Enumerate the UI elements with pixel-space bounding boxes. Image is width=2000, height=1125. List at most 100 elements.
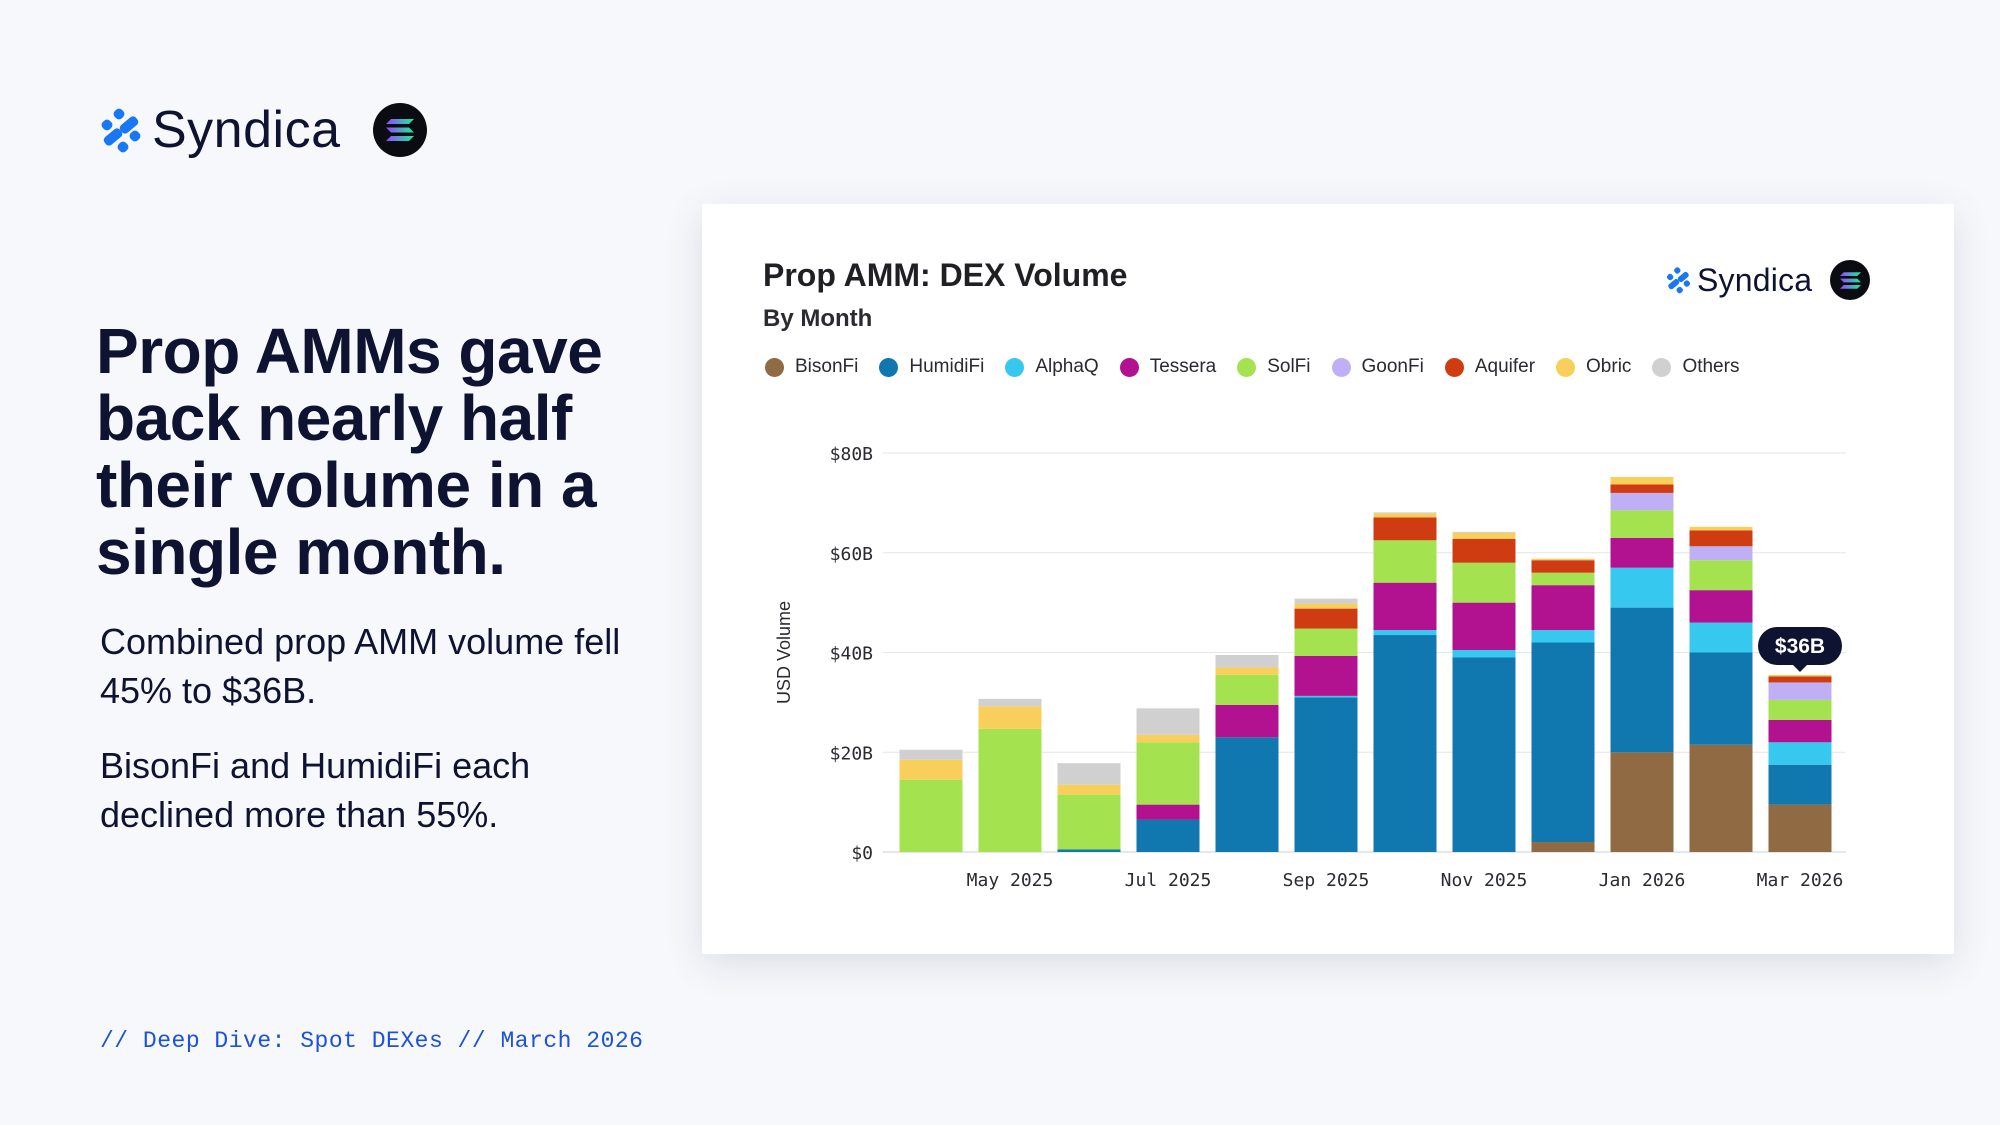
bar-segment-solfi-mar-2026	[1768, 699, 1832, 720]
bar-segment-alphaq-jan-2026	[1610, 567, 1674, 608]
bar-segment-obric-apr-2025	[899, 759, 963, 780]
x-tick-label: Mar 2026	[1757, 870, 1844, 891]
bar-segment-obric-dec-2025	[1531, 558, 1595, 561]
bar-segment-solfi-apr-2025	[899, 779, 963, 852]
y-axis-label: USD Volume	[774, 601, 794, 704]
bar-segment-aquifer-oct-2025	[1373, 517, 1437, 541]
bar-segment-obric-may-2025	[978, 706, 1042, 729]
summary-paragraph-1: Combined prop AMM volume fell 45% to $36…	[100, 621, 621, 711]
legend-label: HumidiFi	[909, 356, 985, 377]
bar-segment-humidifi-mar-2026	[1768, 764, 1832, 805]
bar-segment-obric-jun-2025	[1057, 784, 1121, 795]
bar-segment-alphaq-oct-2025	[1373, 630, 1437, 636]
legend-swatch	[1652, 357, 1672, 377]
legend-swatch	[1444, 357, 1464, 377]
bar-segment-tessera-feb-2026	[1689, 590, 1753, 623]
bar-segment-bisonfi-dec-2025	[1531, 842, 1595, 852]
summary-paragraph-2: BisonFi and HumidiFi each declined more …	[100, 745, 531, 835]
bar-segment-others-jun-2025	[1057, 763, 1121, 785]
y-tick-label: $80B	[830, 444, 873, 465]
bar-segment-solfi-oct-2025	[1373, 540, 1437, 583]
legend-item-goonfi[interactable]: GoonFi	[1331, 356, 1424, 378]
bar-segment-solfi-feb-2026	[1689, 560, 1753, 591]
bar-segment-others-nov-2025	[1452, 531, 1516, 533]
headline: Prop AMMs gave back nearly half their vo…	[96, 315, 603, 588]
bar-segment-humidifi-aug-2025	[1215, 737, 1279, 852]
bar-segment-tessera-jan-2026	[1610, 537, 1674, 568]
legend-label: Aquifer	[1474, 356, 1536, 377]
bar-segment-obric-nov-2025	[1452, 532, 1516, 539]
bar-segment-solfi-nov-2025	[1452, 562, 1516, 603]
bar-segment-humidifi-sep-2025	[1294, 697, 1358, 852]
x-tick-label: Sep 2025	[1283, 870, 1370, 891]
bar-segment-solfi-jul-2025	[1136, 742, 1200, 805]
bar-segment-bisonfi-jan-2026	[1610, 752, 1674, 852]
legend-item-bisonfi[interactable]: BisonFi	[765, 356, 858, 378]
legend-swatch	[879, 357, 899, 377]
y-tick-label: $20B	[830, 743, 873, 764]
annotation-callout	[1758, 626, 1842, 665]
x-tick-label: May 2025	[967, 870, 1054, 891]
legend-swatch	[1005, 357, 1025, 377]
bar-segment-bisonfi-feb-2026	[1689, 744, 1753, 852]
card-brand: Syndica	[1666, 260, 1871, 300]
bar-segment-aquifer-sep-2025	[1294, 608, 1358, 629]
chart-card: Prop AMM: DEX Volume By Month Syndica	[702, 204, 1954, 954]
bar-segment-obric-sep-2025	[1294, 603, 1358, 609]
syndica-logo-icon	[1666, 267, 1691, 294]
bar-segment-solfi-dec-2025	[1531, 572, 1595, 586]
bar-segment-obric-oct-2025	[1373, 513, 1437, 518]
bar-segment-tessera-mar-2026	[1768, 719, 1832, 743]
bar-segment-tessera-sep-2025	[1294, 655, 1358, 696]
bar-segment-humidifi-jul-2025	[1136, 819, 1200, 852]
bar-segment-solfi-may-2025	[978, 728, 1042, 852]
legend-item-obric[interactable]: Obric	[1556, 356, 1631, 378]
bar-segment-humidifi-jan-2026	[1610, 607, 1674, 753]
x-tick-label: Jul 2025	[1125, 870, 1212, 891]
bar-segment-humidifi-dec-2025	[1531, 642, 1595, 843]
bar-segment-solfi-sep-2025	[1294, 628, 1358, 656]
stacked-bar-chart: $0 $20B $40B $60B $80B USD Volume May 2025 Jul …	[774, 444, 1846, 891]
bar-segment-solfi-aug-2025	[1215, 674, 1279, 705]
footer-caption: // Deep Dive: Spot DEXes // March 2026	[100, 1028, 644, 1054]
bar-segment-aquifer-dec-2025	[1531, 560, 1595, 573]
x-tick-label: Nov 2025	[1441, 870, 1528, 891]
bar-segment-aquifer-jan-2026	[1610, 484, 1674, 493]
brand-name: Syndica	[152, 101, 341, 159]
legend-item-alphaq[interactable]: AlphaQ	[1005, 356, 1099, 378]
legend-label: BisonFi	[795, 356, 859, 377]
legend-swatch	[1331, 357, 1351, 377]
bar-segment-obric-jul-2025	[1136, 734, 1200, 743]
bar-segment-obric-jan-2026	[1610, 476, 1674, 485]
legend-swatch	[765, 357, 784, 377]
bar-segment-solfi-jan-2026	[1610, 510, 1674, 538]
bar-segment-obric-aug-2025	[1215, 667, 1279, 675]
solana-logo-icon	[1830, 260, 1871, 300]
bar-segment-others-aug-2025	[1215, 654, 1279, 668]
legend-item-humidifi[interactable]: HumidiFi	[879, 356, 984, 378]
bar-segment-alphaq-sep-2025	[1294, 695, 1358, 698]
bar-segment-aquifer-mar-2026	[1768, 676, 1832, 683]
bar-segment-aquifer-nov-2025	[1452, 538, 1516, 563]
bar-segment-others-jul-2025	[1136, 708, 1200, 735]
chart-legend: BisonFi HumidiFi AlphaQ Tessera SolFi GoonFi A…	[765, 356, 1760, 378]
bar-segment-humidifi-nov-2025	[1452, 657, 1516, 852]
bar-segment-goonfi-feb-2026	[1689, 546, 1753, 561]
legend-item-solfi[interactable]: SolFi	[1237, 356, 1311, 378]
bar-segment-others-sep-2025	[1294, 598, 1358, 604]
solana-logo-icon	[372, 103, 427, 157]
bar-segment-goonfi-jan-2026	[1610, 492, 1674, 511]
bar-segment-tessera-nov-2025	[1452, 602, 1516, 651]
chart-subtitle: By Month	[763, 305, 873, 332]
bar-segment-humidifi-oct-2025	[1373, 635, 1437, 852]
bar-segment-others-oct-2025	[1373, 512, 1437, 514]
legend-item-tessera[interactable]: Tessera	[1119, 356, 1216, 378]
legend-item-aquifer[interactable]: Aquifer	[1444, 356, 1536, 378]
legend-swatch	[1556, 357, 1576, 377]
legend-swatch	[1237, 357, 1257, 377]
legend-item-others[interactable]: Others	[1652, 356, 1739, 378]
bar-segment-alphaq-mar-2026	[1768, 742, 1832, 765]
bar-segment-bisonfi-mar-2026	[1768, 804, 1832, 852]
bar-segment-humidifi-feb-2026	[1689, 652, 1753, 745]
bar-segment-humidifi-jun-2025	[1057, 849, 1121, 852]
